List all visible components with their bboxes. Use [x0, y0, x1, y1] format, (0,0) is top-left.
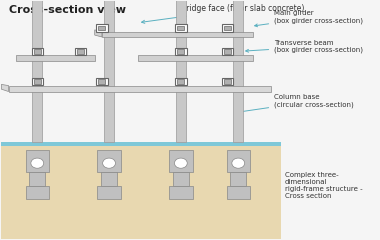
Text: Complex three-
dimensional
rigid-frame structure -
Cross section: Complex three- dimensional rigid-frame s…: [285, 172, 363, 199]
Bar: [222, 78, 233, 85]
Bar: [224, 26, 231, 30]
FancyBboxPatch shape: [29, 172, 45, 186]
Bar: [34, 79, 41, 84]
Text: Cross-section view: Cross-section view: [9, 5, 125, 15]
Bar: [224, 79, 231, 84]
Ellipse shape: [174, 158, 187, 168]
Bar: [34, 49, 41, 54]
Bar: [32, 78, 43, 85]
Bar: [104, 0, 114, 142]
FancyBboxPatch shape: [169, 186, 193, 199]
FancyBboxPatch shape: [226, 186, 250, 199]
FancyBboxPatch shape: [97, 186, 121, 199]
Bar: [176, 0, 186, 142]
Bar: [98, 79, 106, 84]
FancyBboxPatch shape: [230, 172, 246, 186]
Text: Bridge face (floor slab concrete): Bridge face (floor slab concrete): [142, 4, 304, 23]
Bar: [175, 48, 187, 55]
Bar: [16, 55, 95, 61]
Bar: [224, 49, 231, 54]
Bar: [2, 142, 281, 146]
Bar: [77, 49, 84, 54]
Ellipse shape: [232, 158, 245, 168]
Bar: [98, 26, 106, 30]
Text: Transverse beam
(box girder cross-section): Transverse beam (box girder cross-sectio…: [246, 40, 363, 53]
Ellipse shape: [103, 158, 116, 168]
Text: Main girder
(box girder cross-section): Main girder (box girder cross-section): [255, 10, 363, 27]
FancyBboxPatch shape: [101, 172, 117, 186]
Bar: [222, 48, 233, 55]
Bar: [102, 32, 253, 37]
FancyBboxPatch shape: [2, 146, 281, 239]
Bar: [222, 24, 233, 32]
Bar: [138, 55, 253, 61]
FancyBboxPatch shape: [97, 150, 121, 172]
FancyBboxPatch shape: [226, 150, 250, 172]
Bar: [177, 26, 184, 30]
Polygon shape: [95, 30, 102, 37]
Bar: [233, 0, 243, 142]
Bar: [177, 49, 184, 54]
Polygon shape: [2, 84, 9, 91]
Bar: [32, 0, 42, 142]
FancyBboxPatch shape: [25, 150, 49, 172]
FancyBboxPatch shape: [173, 172, 189, 186]
Bar: [96, 78, 108, 85]
Bar: [9, 86, 271, 91]
FancyBboxPatch shape: [169, 150, 193, 172]
Bar: [177, 79, 184, 84]
FancyBboxPatch shape: [25, 186, 49, 199]
Bar: [32, 48, 43, 55]
Text: Column base
(circular cross-section): Column base (circular cross-section): [237, 94, 354, 113]
Bar: [96, 24, 108, 32]
Bar: [175, 78, 187, 85]
Bar: [74, 48, 86, 55]
Bar: [175, 24, 187, 32]
Ellipse shape: [31, 158, 44, 168]
